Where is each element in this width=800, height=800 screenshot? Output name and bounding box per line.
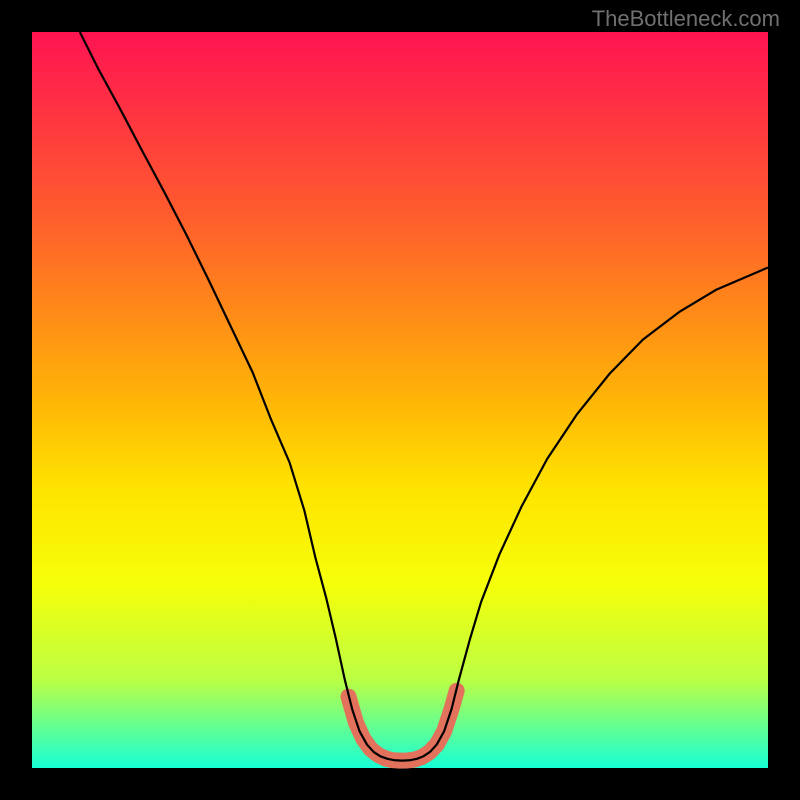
- plot-area: [32, 32, 768, 768]
- frame: TheBottleneck.com: [0, 0, 800, 800]
- watermark-text: TheBottleneck.com: [592, 6, 780, 32]
